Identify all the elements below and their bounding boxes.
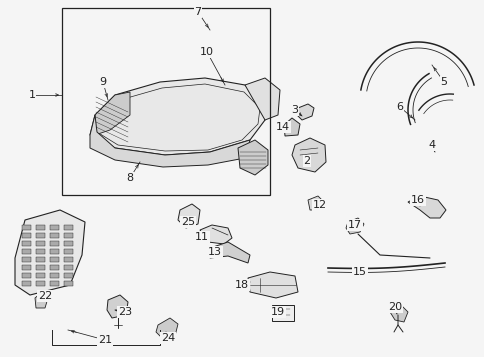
Text: 8: 8 [126, 173, 133, 183]
Bar [36, 273, 45, 278]
Text: 12: 12 [312, 200, 326, 210]
Polygon shape [90, 115, 249, 167]
Text: 18: 18 [234, 280, 249, 290]
Bar [22, 249, 31, 254]
Polygon shape [90, 78, 264, 155]
Bar [36, 233, 45, 238]
Bar [50, 241, 59, 246]
Bar [22, 273, 31, 278]
Bar [22, 233, 31, 238]
Polygon shape [345, 218, 363, 234]
Text: 20: 20 [387, 302, 401, 312]
Text: 5: 5 [439, 77, 447, 87]
Text: 17: 17 [347, 220, 362, 230]
Text: 14: 14 [275, 122, 289, 132]
Text: 10: 10 [199, 47, 213, 57]
Polygon shape [291, 138, 325, 172]
Bar [36, 249, 45, 254]
Bar [22, 281, 31, 286]
Polygon shape [15, 210, 85, 295]
Bar [36, 241, 45, 246]
Polygon shape [389, 304, 407, 322]
Bar [64, 265, 73, 270]
Bar [272, 305, 293, 321]
Bar [50, 265, 59, 270]
Text: 16: 16 [410, 195, 424, 205]
Bar [22, 241, 31, 246]
Bar [50, 257, 59, 262]
Text: 13: 13 [208, 247, 222, 257]
Text: 15: 15 [352, 267, 366, 277]
Polygon shape [407, 196, 445, 218]
Polygon shape [238, 140, 268, 175]
Text: 23: 23 [118, 307, 132, 317]
Text: 24: 24 [161, 333, 175, 343]
Text: 11: 11 [195, 232, 209, 242]
Polygon shape [295, 104, 313, 120]
Polygon shape [107, 295, 128, 318]
Bar [22, 257, 31, 262]
Polygon shape [247, 272, 297, 298]
Text: 2: 2 [303, 156, 310, 166]
Bar [50, 233, 59, 238]
Bar [64, 273, 73, 278]
Bar [50, 249, 59, 254]
Bar [36, 281, 45, 286]
Bar [36, 265, 45, 270]
Polygon shape [156, 318, 178, 338]
Bar [64, 281, 73, 286]
Text: 9: 9 [99, 77, 106, 87]
Polygon shape [307, 196, 323, 210]
Bar [50, 281, 59, 286]
Polygon shape [210, 242, 249, 263]
Bar [36, 257, 45, 262]
Text: 7: 7 [194, 7, 201, 17]
Text: 3: 3 [291, 105, 298, 115]
Text: 25: 25 [181, 217, 195, 227]
Polygon shape [35, 292, 48, 308]
Bar [62, 8, 270, 195]
Text: 4: 4 [427, 140, 435, 150]
Text: 22: 22 [38, 291, 52, 301]
Bar [64, 249, 73, 254]
Polygon shape [178, 204, 199, 228]
Polygon shape [244, 78, 279, 120]
Bar [22, 265, 31, 270]
Polygon shape [284, 118, 300, 136]
Bar [50, 273, 59, 278]
Bar [64, 225, 73, 230]
Bar [64, 241, 73, 246]
Bar [36, 225, 45, 230]
Bar [64, 257, 73, 262]
Polygon shape [199, 225, 231, 244]
Text: 6: 6 [396, 102, 403, 112]
Text: 19: 19 [271, 307, 285, 317]
Bar [64, 233, 73, 238]
Bar [50, 225, 59, 230]
Bar [22, 225, 31, 230]
Text: 21: 21 [98, 335, 112, 345]
Text: 1: 1 [29, 90, 35, 100]
Polygon shape [95, 92, 130, 135]
